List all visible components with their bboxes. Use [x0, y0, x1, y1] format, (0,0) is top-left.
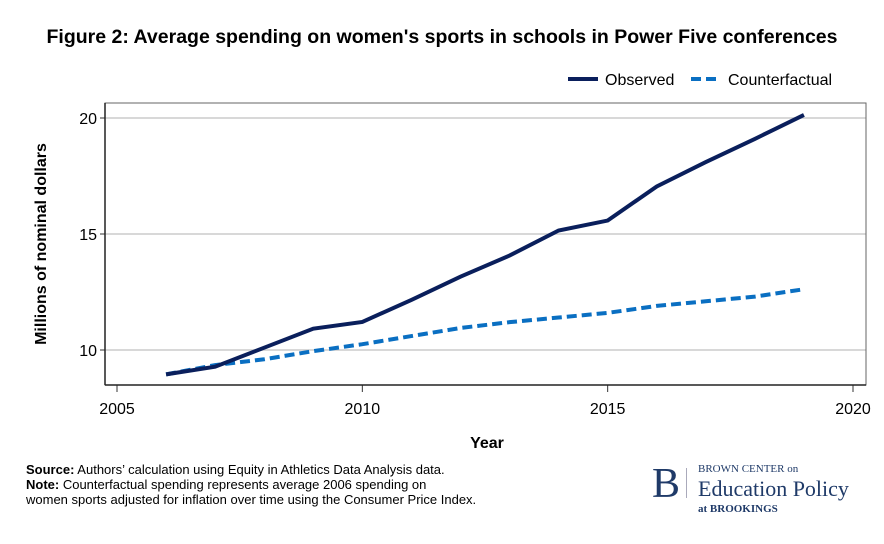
legend-label-counterfactual: Counterfactual — [728, 72, 832, 89]
logo-line1: BROWN CENTER on — [698, 463, 799, 475]
note: Note: Counterfactual spending represents… — [26, 477, 476, 507]
note-label: Note: — [26, 477, 60, 492]
plot-frame — [104, 102, 867, 386]
logo-line3: at BROOKINGS — [698, 503, 778, 515]
y-tick-label: 10 — [79, 343, 97, 360]
note-text: Counterfactual spending represents avera… — [59, 477, 427, 492]
y-tick-label: 15 — [79, 227, 97, 244]
source-label: Source: — [26, 462, 75, 477]
logo-divider — [686, 468, 687, 498]
y-tick-label: 20 — [79, 111, 97, 128]
x-tick-label: 2010 — [345, 401, 381, 418]
x-tick-label: 2015 — [590, 401, 626, 418]
source-text: Authors’ calculation using Equity in Ath… — [74, 462, 445, 477]
source-note: Source: Authors’ calculation using Equit… — [26, 462, 445, 477]
x-tick-label: 2005 — [99, 401, 135, 418]
series-line-observed — [165, 113, 805, 377]
series-line-counterfactual — [165, 287, 805, 377]
x-tick-label: 2020 — [835, 401, 871, 418]
x-axis-label: Year — [470, 435, 504, 452]
y-axis-label: Millions of nominal dollars — [33, 143, 50, 345]
note-text-2: women sports adjusted for inflation over… — [26, 492, 477, 507]
logo-letter: B — [652, 461, 681, 507]
chart-title: Figure 2: Average spending on women's sp… — [46, 26, 838, 48]
logo-line2: Education Policy — [698, 476, 849, 501]
legend-label-observed: Observed — [605, 72, 674, 89]
